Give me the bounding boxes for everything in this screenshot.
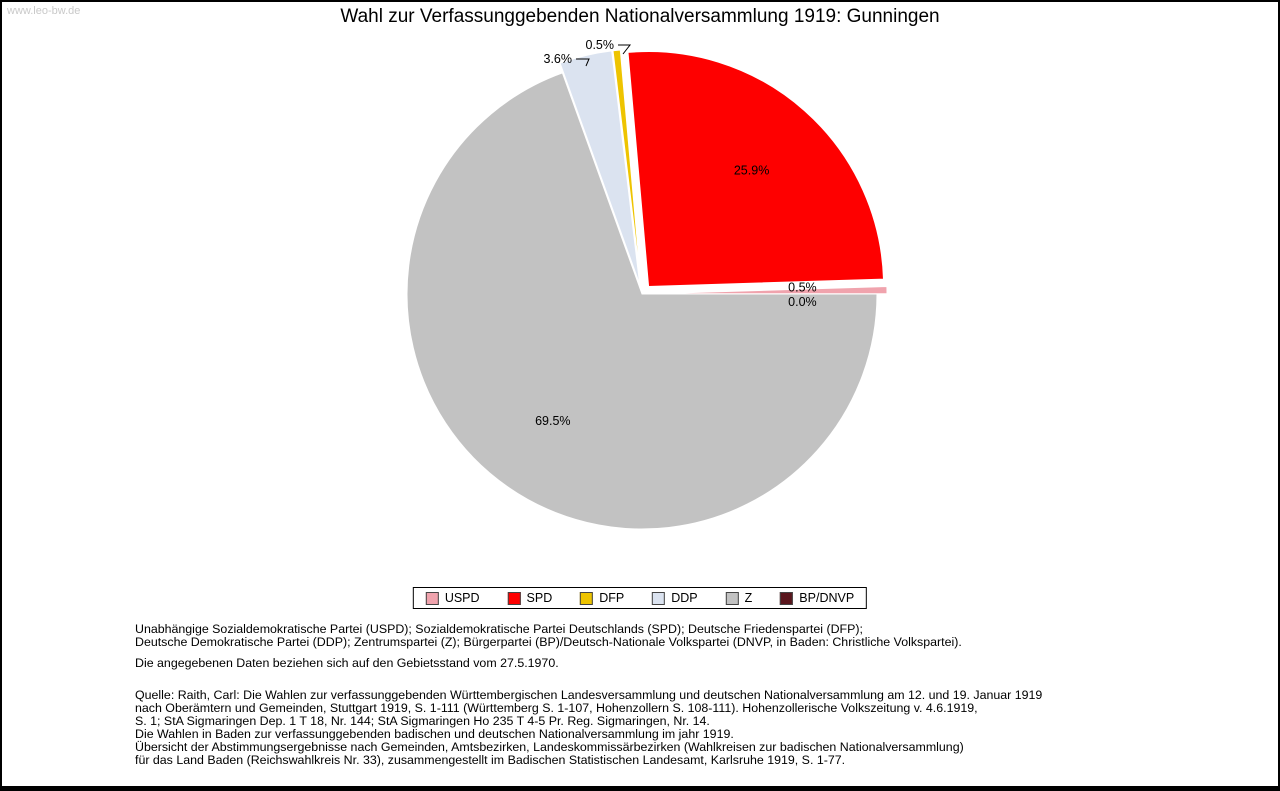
legend-swatch-uspd xyxy=(425,591,439,605)
legend-swatch-spd xyxy=(507,591,521,605)
footnote-line: Quelle: Raith, Carl: Die Wahlen zur verf… xyxy=(135,688,1043,702)
slice-percent-label-ddp: 3.6% xyxy=(544,52,573,66)
legend-item-dfp: DFP xyxy=(580,591,624,605)
pie-slice-spd xyxy=(627,51,885,288)
footnote-line: Die Wahlen in Baden zur verfassunggebend… xyxy=(135,726,734,741)
slice-percent-label-dfp: 0.5% xyxy=(586,38,615,52)
label-leader-line-ddp xyxy=(576,58,590,67)
footnote-line: S. 1; StA Sigmaringen Dep. 1 T 18, Nr. 1… xyxy=(135,713,710,728)
source-note: Quelle: Raith, Carl: Die Wahlen zur verf… xyxy=(135,689,1258,766)
legend-item-uspd: USPD xyxy=(425,591,480,605)
pie-slice-dfp xyxy=(612,49,642,285)
footnote-line: Unabhängige Sozialdemokratische Partei (… xyxy=(135,622,863,636)
slice-percent-label-bp-dnvp: 0.0% xyxy=(788,295,817,309)
pie-slice-uspd xyxy=(651,285,888,295)
legend-swatch-z xyxy=(725,591,739,605)
watermark: www.leo-bw.de xyxy=(7,5,81,17)
legend-label: SPD xyxy=(526,591,553,605)
legend-label: DFP xyxy=(599,591,625,605)
slice-percent-label-uspd: 0.5% xyxy=(788,281,817,295)
legend-label: USPD xyxy=(444,591,480,605)
territory-note: Die angegebenen Daten beziehen sich auf … xyxy=(135,657,1258,670)
footnote-line: für das Land Baden (Reichswahlkreis Nr. … xyxy=(135,752,846,767)
legend-swatch-bp-dnvp xyxy=(780,591,794,605)
party-abbreviation-note: Unabhängige Sozialdemokratische Partei (… xyxy=(135,623,1258,649)
legend-item-ddp: DDP xyxy=(652,591,698,605)
footnote-line: Die angegebenen Daten beziehen sich auf … xyxy=(135,656,559,670)
slice-percent-label-spd: 25.9% xyxy=(734,164,769,178)
legend-item-bp-dnvp: BP/DNVP xyxy=(780,591,854,605)
footnote-line: nach Oberämtern und Gemeinden, Stuttgart… xyxy=(135,700,978,715)
pie-chart: 0.5% 25.9% 0.5% 3.6% 69.5% 0.0% xyxy=(406,38,888,530)
footnote-line: Übersicht der Abstimmungsergebnisse nach… xyxy=(135,739,964,754)
legend-swatch-ddp xyxy=(652,591,666,605)
legend-swatch-dfp xyxy=(580,591,594,605)
footnote-line: Deutsche Demokratische Partei (DDP); Zen… xyxy=(135,634,962,649)
legend-label: BP/DNVP xyxy=(799,591,855,605)
pie-slice-z xyxy=(406,72,878,530)
pie-slice-ddp xyxy=(559,50,641,285)
legend-item-z: Z xyxy=(725,591,753,605)
page-title: Wahl zur Verfassunggebenden Nationalvers… xyxy=(340,6,940,27)
slice-percent-label-z: 69.5% xyxy=(535,414,570,428)
legend-item-spd: SPD xyxy=(507,591,553,605)
legend-label: Z xyxy=(744,591,753,605)
legend: USPD SPD DFP DDP Z BP/DNVP xyxy=(412,587,868,609)
label-leader-line-dfp xyxy=(618,44,632,55)
legend-label: DDP xyxy=(671,591,698,605)
